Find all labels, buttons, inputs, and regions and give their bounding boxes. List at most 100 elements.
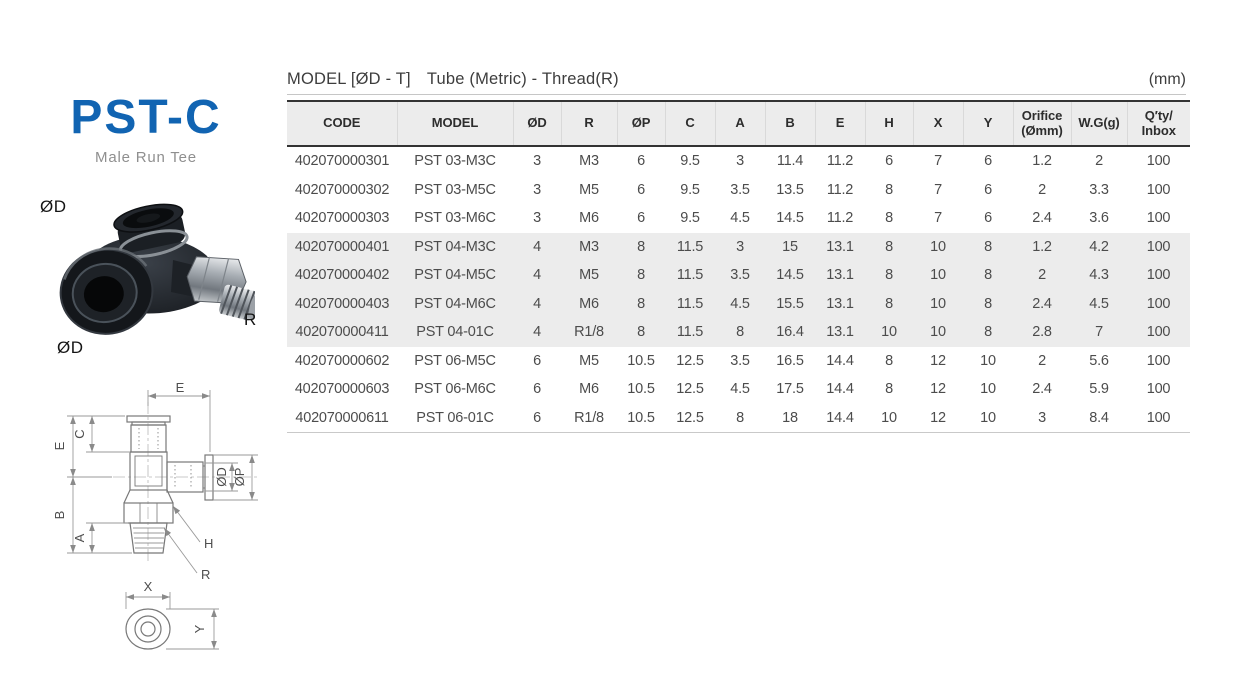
value-cell: 4.2 [1071, 232, 1127, 261]
column-header: C [664, 101, 715, 147]
dimension-drawing-svg: E E C B A ØD ØP H R X Y [52, 380, 260, 650]
value-cell: M6 [561, 289, 617, 318]
value-cell: 6 [885, 153, 893, 170]
table-title-desc: Tube (Metric) - Thread(R) [426, 70, 619, 88]
value-cell: 8.4 [1089, 409, 1109, 426]
value-cell: 8 [885, 381, 893, 398]
column-header: Y [962, 101, 1013, 147]
value-cell: 11.2 [826, 153, 854, 170]
value-cell: 10 [980, 381, 996, 398]
value-cell: 6 [533, 409, 541, 426]
value-cell: 9.5 [680, 153, 700, 170]
value-cell: 10 [865, 318, 913, 347]
value-cell: 12 [930, 381, 946, 398]
technical-drawing: E E C B A ØD ØP H R X Y [28, 376, 290, 669]
dim-label-r: R [201, 567, 210, 582]
value-cell: 11.5 [665, 289, 715, 318]
value-cell: 10 [913, 318, 963, 347]
value-cell: 3 [715, 232, 765, 261]
value-cell: 6 [984, 210, 992, 227]
column-header: Orifice (Ømm) [1012, 101, 1071, 147]
column-header: A [714, 101, 765, 147]
value-cell: 2 [1095, 153, 1103, 170]
value-cell: 2 [1038, 352, 1046, 369]
value-cell: 8 [963, 289, 1013, 318]
table-title-model: MODEL [ØD - T] [287, 70, 411, 88]
value-cell: 13.1 [815, 261, 865, 290]
value-cell: 10 [881, 409, 897, 426]
value-cell: 8 [865, 232, 913, 261]
value-cell: R1/8 [574, 409, 604, 426]
column-header: R [560, 101, 617, 147]
value-cell: 8 [885, 181, 893, 198]
value-cell: M5 [579, 181, 599, 198]
value-cell: 7 [934, 181, 942, 198]
value-cell: 3 [533, 210, 541, 227]
model-cell: PST 06-M5C [414, 352, 496, 369]
centerlines [113, 402, 260, 562]
dim-label-a: A [72, 533, 87, 542]
value-cell: 4 [513, 261, 561, 290]
model-cell: PST 04-M6C [397, 289, 513, 318]
column-header: W.G(g) [1070, 101, 1127, 147]
value-cell: 100 [1127, 289, 1190, 318]
value-cell: 17.5 [776, 381, 804, 398]
value-cell: 4 [513, 289, 561, 318]
model-cell: PST 04-01C [397, 318, 513, 347]
value-cell: 4 [513, 318, 561, 347]
unit-label: (mm) [1148, 71, 1186, 88]
value-cell: 9.5 [680, 181, 700, 198]
value-cell: 8 [617, 232, 665, 261]
fitting-front-port [59, 247, 154, 335]
value-cell: 2 [1038, 181, 1046, 198]
value-cell: 14.4 [826, 409, 854, 426]
value-cell: 4.5 [730, 381, 750, 398]
value-cell: 6 [984, 153, 992, 170]
model-cell: PST 04-M5C [397, 261, 513, 290]
photo-label-od-bottom: ØD [57, 338, 84, 357]
value-cell: 8 [617, 289, 665, 318]
code-cell: 402070000602 [294, 352, 390, 369]
value-cell: 3.3 [1089, 181, 1109, 198]
value-cell: 8 [865, 261, 913, 290]
dim-label-h: H [204, 536, 213, 551]
code-cell: 402070000403 [287, 289, 397, 318]
value-cell: 5.6 [1089, 352, 1109, 369]
table-title-row: MODEL [ØD - T] Tube (Metric) - Thread(R)… [287, 70, 1186, 95]
product-title: PST-C [70, 91, 222, 144]
value-cell: 100 [1146, 153, 1171, 170]
value-cell: 2.4 [1013, 289, 1071, 318]
column-header: ØD [512, 101, 561, 147]
value-cell: 6 [533, 352, 541, 369]
value-cell: 6 [533, 381, 541, 398]
value-cell: 8 [885, 352, 893, 369]
model-cell: PST 06-M6C [414, 381, 496, 398]
value-cell: 13.1 [815, 232, 865, 261]
value-cell: 11.4 [776, 153, 804, 170]
table-row: 402070000303 PST 03-M6C 3 M6 6 9.5 4.5 14.5 11.2… [287, 204, 1190, 233]
value-cell: 10.5 [627, 381, 655, 398]
value-cell: 6 [637, 181, 645, 198]
value-cell: 2 [1013, 261, 1071, 290]
dim-label-c: C [72, 429, 87, 438]
table-row: 402070000611 PST 06-01C 6 R1/8 10.5 12.5 8 18 14… [287, 404, 1190, 433]
value-cell: 8 [963, 318, 1013, 347]
value-cell: 15.5 [765, 289, 815, 318]
value-cell: 8 [963, 232, 1013, 261]
value-cell: 4 [513, 232, 561, 261]
value-cell: 12.5 [676, 381, 704, 398]
value-cell: 8 [865, 289, 913, 318]
column-header: ØP [616, 101, 665, 147]
product-photo [55, 192, 261, 344]
value-cell: 3 [533, 153, 541, 170]
value-cell: 14.5 [776, 210, 804, 227]
value-cell: 10 [980, 409, 996, 426]
value-cell: 11.2 [826, 210, 854, 227]
dim-label-y: Y [192, 624, 207, 633]
value-cell: 14.5 [765, 261, 815, 290]
fitting-photo-illustration [59, 203, 261, 335]
value-cell: 3.5 [730, 352, 750, 369]
code-cell: 402070000302 [294, 181, 390, 198]
value-cell: M6 [579, 381, 599, 398]
value-cell: 2.8 [1013, 318, 1071, 347]
